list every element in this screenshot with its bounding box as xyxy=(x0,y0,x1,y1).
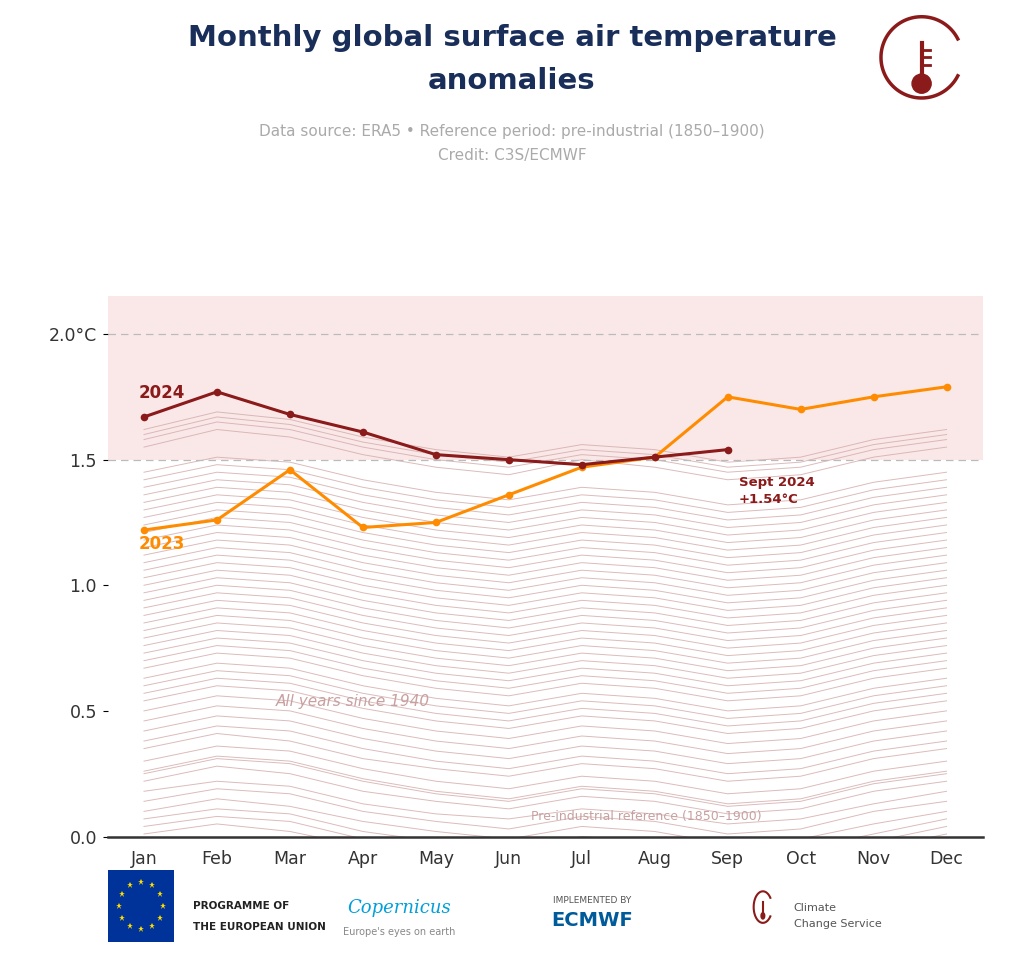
Text: Credit: C3S/ECMWF: Credit: C3S/ECMWF xyxy=(437,148,587,163)
Text: Pre-industrial reference (1850–1900): Pre-industrial reference (1850–1900) xyxy=(530,810,761,823)
Text: ECMWF: ECMWF xyxy=(551,911,633,930)
Text: 2024: 2024 xyxy=(138,384,184,402)
Text: PROGRAMME OF: PROGRAMME OF xyxy=(193,902,289,911)
Text: Copernicus: Copernicus xyxy=(347,900,452,917)
Text: Europe's eyes on earth: Europe's eyes on earth xyxy=(343,927,456,937)
Text: anomalies: anomalies xyxy=(428,67,596,95)
Text: Sept 2024
+1.54°C: Sept 2024 +1.54°C xyxy=(738,476,814,506)
Text: Monthly global surface air temperature: Monthly global surface air temperature xyxy=(187,24,837,52)
Text: All years since 1940: All years since 1940 xyxy=(275,694,429,708)
Text: 2023: 2023 xyxy=(138,535,184,553)
Text: IMPLEMENTED BY: IMPLEMENTED BY xyxy=(553,896,631,905)
Circle shape xyxy=(761,913,765,919)
Bar xyxy=(108,296,983,460)
Text: THE EUROPEAN UNION: THE EUROPEAN UNION xyxy=(193,923,326,932)
Circle shape xyxy=(912,75,931,94)
Text: Climate: Climate xyxy=(794,903,837,913)
Text: Data source: ERA5 • Reference period: pre-industrial (1850–1900): Data source: ERA5 • Reference period: pr… xyxy=(259,124,765,140)
Text: Change Service: Change Service xyxy=(794,920,882,929)
